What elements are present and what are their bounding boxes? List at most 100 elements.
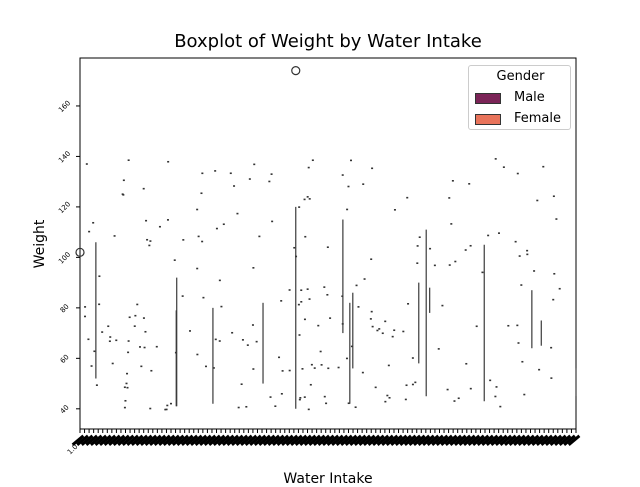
outlier-point bbox=[414, 381, 417, 384]
legend-title: Gender bbox=[496, 69, 545, 84]
outlier-point bbox=[278, 356, 281, 359]
outlier-point bbox=[304, 235, 307, 238]
outlier-point bbox=[411, 357, 414, 359]
outlier-point bbox=[298, 206, 301, 208]
x-tick-label-mark bbox=[481, 434, 494, 446]
outlier-point bbox=[155, 345, 158, 348]
outlier-point bbox=[252, 267, 255, 269]
x-tick-label-mark bbox=[167, 434, 180, 446]
outlier-point bbox=[253, 163, 256, 166]
outlier-point bbox=[481, 271, 484, 274]
outlier-point bbox=[454, 260, 457, 263]
outlier-point bbox=[475, 325, 478, 328]
outlier-point bbox=[516, 324, 519, 327]
outlier-point bbox=[196, 267, 199, 270]
outlier-point bbox=[552, 298, 555, 301]
outlier-point bbox=[341, 174, 344, 176]
x-tick-label-mark bbox=[558, 434, 572, 446]
outlier-point bbox=[464, 249, 467, 251]
outlier-point bbox=[126, 372, 129, 375]
x-tick-label-mark bbox=[249, 434, 262, 446]
outlier-point bbox=[124, 399, 127, 402]
outlier-point bbox=[526, 253, 529, 256]
outlier-point bbox=[115, 339, 118, 342]
x-tick-label-mark bbox=[308, 434, 321, 446]
outlier-point bbox=[502, 166, 505, 168]
x-tick-label-mark bbox=[453, 434, 467, 446]
outlier-point bbox=[196, 353, 199, 356]
outlier-point bbox=[355, 284, 358, 287]
x-tick-label-mark bbox=[285, 434, 299, 446]
outlier-point bbox=[552, 195, 555, 198]
outlier-point bbox=[215, 227, 218, 230]
outlier-point bbox=[182, 239, 185, 241]
outlier-point bbox=[309, 383, 312, 386]
x-tick-label-mark bbox=[444, 434, 458, 446]
x-tick-label-mark bbox=[426, 434, 440, 446]
outlier-point bbox=[416, 245, 419, 247]
outlier-point bbox=[231, 331, 234, 334]
axes-frame bbox=[79, 57, 577, 430]
outlier-point bbox=[313, 367, 316, 369]
outlier-point bbox=[101, 331, 104, 333]
outlier-point bbox=[87, 338, 90, 341]
outlier-point bbox=[95, 384, 98, 386]
x-tick-label-mark bbox=[362, 434, 376, 446]
x-tick-label-mark bbox=[80, 434, 94, 446]
x-tick-label-mark bbox=[317, 434, 331, 446]
outlier-point bbox=[142, 317, 145, 319]
outlier-point bbox=[148, 244, 151, 247]
outlier-point bbox=[306, 196, 309, 198]
x-tick-label-mark bbox=[153, 434, 167, 446]
outlier-point bbox=[134, 314, 137, 317]
x-tick-label-mark bbox=[121, 434, 135, 446]
outlier-point bbox=[499, 405, 502, 408]
outlier-point bbox=[308, 298, 311, 300]
outlier-point bbox=[370, 310, 373, 313]
outlier-point bbox=[311, 159, 314, 162]
outlier-point bbox=[326, 246, 329, 249]
outlier-point bbox=[411, 383, 414, 386]
x-tick-label-mark bbox=[258, 434, 271, 446]
x-tick-label-mark bbox=[508, 434, 522, 446]
outlier-point bbox=[465, 362, 468, 365]
x-tick-label-mark bbox=[349, 434, 362, 446]
outlier-point bbox=[303, 396, 306, 398]
outlier-point bbox=[122, 179, 125, 182]
x-tick-label-mark bbox=[353, 434, 367, 446]
outlier-point bbox=[558, 287, 561, 290]
x-tick-label-mark bbox=[135, 434, 149, 446]
outlier-point bbox=[127, 351, 130, 354]
outlier-point bbox=[507, 324, 510, 327]
outlier-point bbox=[107, 325, 110, 328]
x-tick-label-mark bbox=[321, 434, 335, 446]
outlier-point bbox=[387, 364, 390, 367]
y-tick-label: 160 bbox=[57, 99, 72, 114]
x-tick-label-mark bbox=[408, 434, 422, 446]
outlier-point bbox=[320, 364, 323, 366]
outlier-point bbox=[202, 296, 205, 299]
x-tick-label-mark bbox=[112, 434, 126, 446]
outlier-point bbox=[108, 340, 111, 343]
outlier-point bbox=[269, 396, 272, 398]
outlier-point bbox=[167, 160, 170, 163]
x-tick-label-mark bbox=[394, 434, 408, 446]
outlier-point bbox=[173, 259, 176, 261]
x-tick-label-mark bbox=[513, 434, 526, 446]
x-tick-label-mark bbox=[94, 434, 108, 446]
outlier-point bbox=[450, 223, 453, 225]
outlier-point bbox=[126, 386, 129, 389]
outlier-point bbox=[378, 328, 381, 330]
outlier-point bbox=[384, 400, 387, 403]
x-tick-label-mark bbox=[212, 434, 226, 446]
outlier-point bbox=[280, 392, 283, 395]
outlier-point bbox=[281, 370, 284, 372]
outlier-point bbox=[144, 330, 147, 333]
outlier-point bbox=[138, 346, 141, 348]
outlier-point bbox=[188, 330, 191, 332]
outlier-point bbox=[494, 395, 497, 398]
outlier-point bbox=[204, 365, 207, 368]
outlier-point bbox=[299, 397, 302, 399]
outlier-point bbox=[418, 236, 421, 238]
